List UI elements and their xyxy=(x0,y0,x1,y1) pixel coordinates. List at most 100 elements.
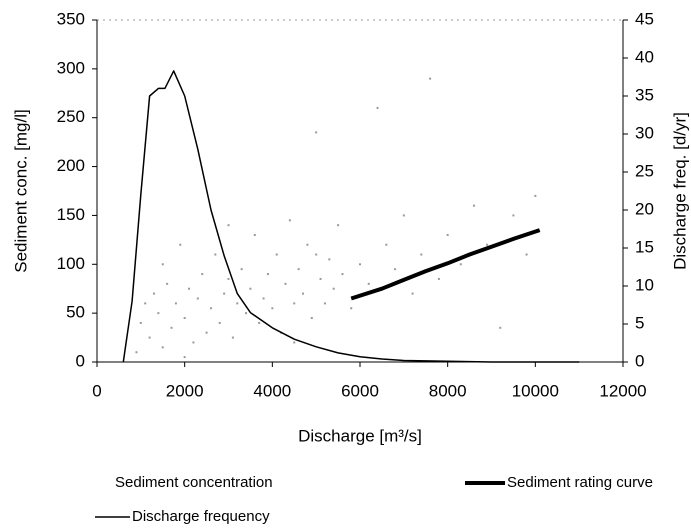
scatter-point xyxy=(271,307,274,310)
y2-tick-label: 25 xyxy=(635,161,654,180)
line xyxy=(122,70,580,363)
scatter-point xyxy=(297,268,300,271)
x-tick-label: 10000 xyxy=(512,381,559,400)
y2-tick-label: 30 xyxy=(635,123,654,142)
scatter-point xyxy=(367,282,370,285)
scatter-point xyxy=(319,277,322,280)
y2-tick-label: 35 xyxy=(635,85,654,104)
y2-axis-label: Discharge freq. [d/yr] xyxy=(670,112,689,270)
scatter-point xyxy=(214,253,217,256)
scatter-point xyxy=(245,312,248,315)
scatter-point xyxy=(284,282,287,285)
y-tick-label: 150 xyxy=(57,205,85,224)
y2-tick-label: 20 xyxy=(635,199,654,218)
y2-tick-label: 45 xyxy=(635,9,654,28)
scatter-point xyxy=(161,346,164,349)
y2-tick-label: 5 xyxy=(635,313,644,332)
scatter-point xyxy=(302,292,305,295)
y-tick-label: 50 xyxy=(66,303,85,322)
scatter-point xyxy=(161,263,164,266)
scatter-point xyxy=(179,243,182,246)
scatter-point xyxy=(499,326,502,329)
x-tick-label: 0 xyxy=(92,381,101,400)
scatter-point xyxy=(240,268,243,271)
y-tick-label: 100 xyxy=(57,254,85,273)
legend-label: Discharge frequency xyxy=(132,508,270,525)
scatter-point xyxy=(385,243,388,246)
scatter-point xyxy=(293,302,296,305)
scatter-point xyxy=(205,331,208,334)
scatter-point xyxy=(306,243,309,246)
y2-tick-label: 15 xyxy=(635,237,654,256)
scatter-point xyxy=(227,277,230,280)
scatter-point xyxy=(310,317,313,320)
scatter-point xyxy=(337,224,340,227)
scatter-point xyxy=(341,273,344,276)
scatter-point xyxy=(253,233,256,236)
scatter-point xyxy=(170,326,173,329)
scatter-point xyxy=(420,253,423,256)
scatter-point xyxy=(144,302,147,305)
scatter-point xyxy=(288,219,291,222)
scatter-point xyxy=(315,253,318,256)
scatter-point xyxy=(472,204,475,207)
scatter-point xyxy=(266,273,269,276)
scatter-point xyxy=(196,297,199,300)
scatter-point xyxy=(332,287,335,290)
y-axis-label: Sediment conc. [mg/l] xyxy=(11,109,30,272)
y-tick-label: 350 xyxy=(57,9,85,28)
scatter-point xyxy=(152,292,155,295)
scatter-point xyxy=(183,317,186,320)
x-tick-label: 12000 xyxy=(599,381,646,400)
scatter-point xyxy=(394,268,397,271)
legend-label: Sediment concentration xyxy=(115,474,273,491)
scatter-point xyxy=(258,321,261,324)
scatter-point xyxy=(209,307,212,310)
scatter-point xyxy=(323,302,326,305)
scatter-point xyxy=(429,77,432,80)
scatter-point xyxy=(437,277,440,280)
scatter-point xyxy=(139,321,142,324)
x-tick-label: 8000 xyxy=(429,381,467,400)
y-tick-label: 200 xyxy=(57,156,85,175)
line xyxy=(350,228,541,301)
scatter-point xyxy=(534,194,537,197)
scatter-point xyxy=(157,312,160,315)
scatter-point xyxy=(148,336,151,339)
scatter-point xyxy=(135,351,138,354)
y2-tick-label: 40 xyxy=(635,47,654,66)
x-axis-label: Discharge [m³/s] xyxy=(298,426,422,445)
scatter-point xyxy=(218,321,221,324)
scatter-point xyxy=(293,341,296,344)
scatter-point xyxy=(231,336,234,339)
scatter-point xyxy=(174,302,177,305)
legend-label: Sediment rating curve xyxy=(507,474,653,491)
scatter-point xyxy=(236,302,239,305)
scatter-point xyxy=(223,292,226,295)
scatter-point xyxy=(275,253,278,256)
scatter-point xyxy=(512,214,515,217)
scatter-point xyxy=(486,243,489,246)
scatter-point xyxy=(328,258,331,261)
scatter-point xyxy=(192,341,195,344)
scatter-point xyxy=(188,287,191,290)
x-tick-label: 6000 xyxy=(341,381,379,400)
scatter-point xyxy=(525,253,528,256)
scatter-point xyxy=(446,233,449,236)
x-tick-label: 2000 xyxy=(166,381,204,400)
scatter-point xyxy=(350,307,353,310)
y-tick-label: 250 xyxy=(57,107,85,126)
scatter-point xyxy=(183,356,186,359)
scatter-point xyxy=(262,297,265,300)
scatter-point xyxy=(402,214,405,217)
y2-tick-label: 0 xyxy=(635,351,644,370)
y2-tick-label: 10 xyxy=(635,275,654,294)
y-tick-label: 0 xyxy=(76,351,85,370)
scatter-point xyxy=(315,131,318,134)
scatter-point xyxy=(166,282,169,285)
scatter-point xyxy=(411,292,414,295)
x-tick-label: 4000 xyxy=(253,381,291,400)
scatter-point xyxy=(249,287,252,290)
y-tick-label: 300 xyxy=(57,58,85,77)
